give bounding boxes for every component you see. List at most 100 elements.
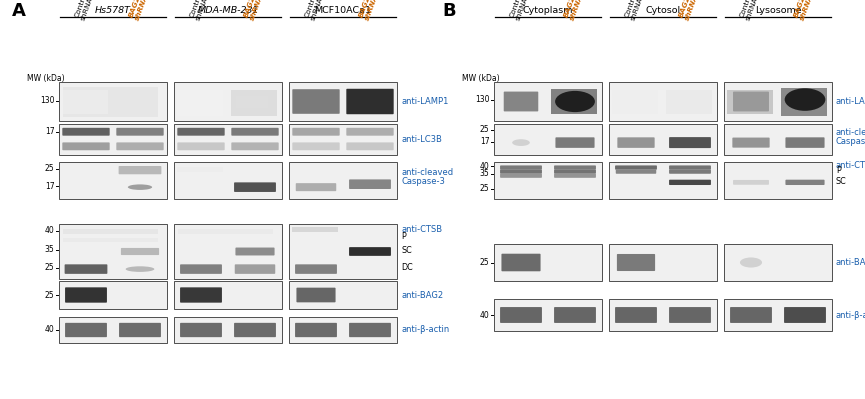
FancyBboxPatch shape bbox=[234, 265, 275, 274]
Bar bbox=[609, 124, 717, 155]
Bar bbox=[494, 299, 602, 331]
Text: Control
shRNA: Control shRNA bbox=[624, 0, 645, 21]
FancyBboxPatch shape bbox=[615, 166, 657, 170]
Text: DC: DC bbox=[401, 263, 413, 273]
Text: anti-BAG2: anti-BAG2 bbox=[401, 290, 443, 300]
Bar bbox=[174, 317, 282, 343]
Text: 25: 25 bbox=[45, 164, 54, 173]
Text: Cytosol: Cytosol bbox=[645, 6, 681, 15]
FancyBboxPatch shape bbox=[733, 180, 769, 185]
Ellipse shape bbox=[128, 184, 152, 190]
FancyBboxPatch shape bbox=[554, 174, 596, 178]
FancyBboxPatch shape bbox=[65, 323, 107, 337]
Text: anti-BAG2: anti-BAG2 bbox=[836, 258, 865, 267]
Text: anti-cleaved: anti-cleaved bbox=[401, 168, 453, 177]
Bar bbox=[174, 82, 282, 121]
FancyBboxPatch shape bbox=[180, 323, 222, 337]
FancyBboxPatch shape bbox=[349, 180, 391, 189]
Text: 40: 40 bbox=[45, 326, 54, 334]
FancyBboxPatch shape bbox=[500, 307, 542, 323]
FancyBboxPatch shape bbox=[121, 248, 159, 255]
FancyBboxPatch shape bbox=[346, 128, 394, 136]
Text: 17: 17 bbox=[45, 127, 54, 136]
Text: 130: 130 bbox=[475, 95, 490, 104]
Text: SC: SC bbox=[836, 177, 847, 186]
Bar bbox=[609, 162, 717, 199]
FancyBboxPatch shape bbox=[733, 138, 770, 148]
Text: MW (kDa): MW (kDa) bbox=[27, 74, 65, 83]
Bar bbox=[289, 124, 397, 155]
Text: Control
shRNA: Control shRNA bbox=[74, 0, 95, 21]
FancyBboxPatch shape bbox=[119, 323, 161, 337]
Bar bbox=[666, 90, 712, 114]
Text: 35: 35 bbox=[480, 169, 490, 178]
Text: B: B bbox=[442, 2, 456, 20]
Text: Cytoplasm: Cytoplasm bbox=[522, 6, 573, 15]
FancyBboxPatch shape bbox=[297, 288, 336, 302]
Text: Control
shRNA: Control shRNA bbox=[739, 0, 760, 21]
Text: BAG2
shRNA: BAG2 shRNA bbox=[678, 0, 700, 21]
Bar bbox=[781, 88, 827, 116]
Bar bbox=[292, 227, 338, 232]
FancyBboxPatch shape bbox=[177, 142, 225, 150]
Bar bbox=[63, 229, 158, 234]
Text: Hs578T: Hs578T bbox=[95, 6, 131, 15]
Text: P: P bbox=[401, 231, 406, 241]
FancyBboxPatch shape bbox=[295, 323, 337, 337]
Bar bbox=[609, 82, 717, 121]
Bar bbox=[494, 162, 602, 199]
Text: 40: 40 bbox=[480, 310, 490, 320]
Text: MW (kDa): MW (kDa) bbox=[462, 74, 500, 83]
Bar bbox=[289, 224, 397, 279]
Bar bbox=[59, 317, 167, 343]
Bar bbox=[174, 281, 282, 309]
Bar bbox=[177, 168, 223, 172]
Bar bbox=[178, 229, 273, 234]
FancyBboxPatch shape bbox=[116, 142, 163, 150]
Text: 25: 25 bbox=[480, 125, 490, 134]
Bar bbox=[59, 124, 167, 155]
FancyBboxPatch shape bbox=[349, 247, 391, 256]
FancyBboxPatch shape bbox=[119, 166, 162, 174]
Text: 25: 25 bbox=[480, 184, 490, 193]
Bar bbox=[494, 124, 602, 155]
FancyBboxPatch shape bbox=[785, 137, 824, 148]
Text: A: A bbox=[12, 2, 26, 20]
FancyBboxPatch shape bbox=[502, 254, 541, 271]
Bar bbox=[494, 244, 602, 281]
FancyBboxPatch shape bbox=[292, 142, 340, 150]
FancyBboxPatch shape bbox=[292, 128, 340, 136]
Text: anti-β-actin: anti-β-actin bbox=[401, 326, 449, 334]
FancyBboxPatch shape bbox=[346, 89, 394, 114]
Ellipse shape bbox=[740, 257, 762, 268]
Bar bbox=[63, 87, 158, 117]
Bar bbox=[289, 82, 397, 121]
Bar bbox=[609, 299, 717, 331]
Ellipse shape bbox=[555, 91, 595, 112]
Bar bbox=[59, 82, 167, 121]
Text: Control
shRNA: Control shRNA bbox=[189, 0, 210, 21]
Text: 17: 17 bbox=[480, 138, 490, 146]
Bar bbox=[609, 244, 717, 281]
FancyBboxPatch shape bbox=[733, 92, 769, 111]
Bar bbox=[724, 124, 832, 155]
Bar bbox=[724, 82, 832, 121]
Bar bbox=[231, 90, 277, 116]
FancyBboxPatch shape bbox=[62, 128, 110, 136]
FancyBboxPatch shape bbox=[292, 89, 340, 114]
FancyBboxPatch shape bbox=[234, 323, 276, 337]
Bar bbox=[174, 124, 282, 155]
Bar bbox=[59, 281, 167, 309]
Ellipse shape bbox=[785, 88, 825, 111]
Bar bbox=[289, 281, 397, 309]
Text: P: P bbox=[836, 166, 841, 175]
Bar bbox=[724, 244, 832, 281]
Text: BAG2
shRNA: BAG2 shRNA bbox=[358, 0, 380, 21]
Text: anti-LAMP1: anti-LAMP1 bbox=[401, 97, 448, 106]
Text: Control
shRNA: Control shRNA bbox=[304, 0, 325, 21]
FancyBboxPatch shape bbox=[231, 142, 279, 150]
Text: BAG2
shRNA: BAG2 shRNA bbox=[793, 0, 815, 21]
Text: Caspase-3: Caspase-3 bbox=[836, 138, 865, 146]
Ellipse shape bbox=[512, 139, 530, 146]
Bar bbox=[59, 224, 167, 279]
